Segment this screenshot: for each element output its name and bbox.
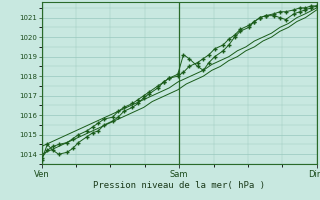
X-axis label: Pression niveau de la mer( hPa ): Pression niveau de la mer( hPa ) bbox=[93, 181, 265, 190]
